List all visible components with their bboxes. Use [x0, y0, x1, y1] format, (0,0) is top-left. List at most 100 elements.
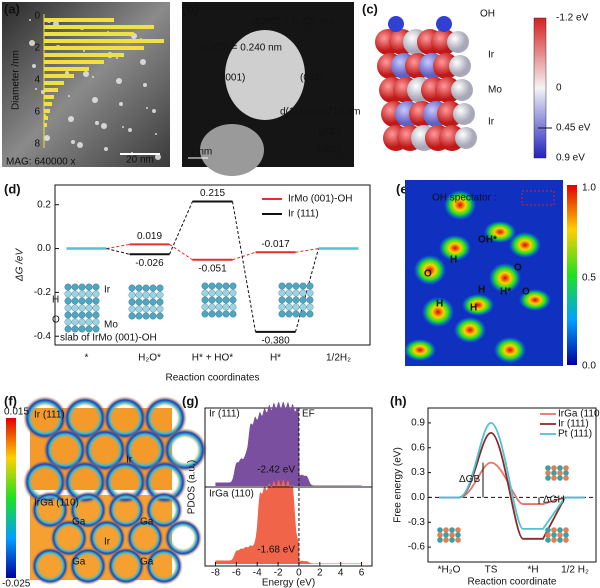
slab-atom [563, 465, 569, 471]
y-title: Free energy (eV) [393, 447, 404, 523]
slab-atom [449, 527, 455, 533]
particle [155, 154, 161, 160]
particle [104, 147, 108, 151]
density-blob [484, 221, 516, 243]
inset-label: H [52, 295, 59, 306]
colorbar-label: 0.015 [4, 407, 29, 418]
density-blob [494, 337, 526, 363]
map-title: IrGa (110) [34, 498, 79, 509]
axis-tick: 0 [34, 11, 40, 22]
legend-label: Ir (111) [288, 209, 319, 220]
slab-atom [278, 296, 286, 304]
slab-atom [557, 532, 563, 538]
connector [106, 248, 130, 255]
colorbar-label: 0 [556, 83, 562, 94]
slab-atom [299, 289, 307, 297]
slab-atom [229, 303, 237, 311]
particle [200, 124, 264, 176]
slab-atom [222, 303, 230, 311]
slab-atom [229, 296, 237, 304]
particle [143, 83, 147, 87]
y-tick-label: 0.2 [37, 199, 51, 210]
slab-atom [208, 289, 216, 297]
slab-atom [64, 290, 72, 298]
colorbar-label: 0.9 eV [556, 153, 585, 164]
legend-label: Ir (111) [558, 419, 589, 430]
y-tick-label: -0.3 [408, 517, 426, 528]
slab-atom [149, 298, 157, 306]
slab-atom [142, 291, 150, 299]
x-title: Reaction coordinate [468, 577, 557, 588]
colorbar [533, 17, 547, 159]
slab-atom [78, 318, 86, 326]
particle [44, 135, 50, 141]
atom-label: Ga [72, 557, 86, 568]
particle [128, 128, 132, 132]
slab-atom [208, 310, 216, 318]
plot-frame [427, 407, 597, 563]
particle [83, 50, 85, 52]
map-title: OH spectator : [432, 193, 496, 204]
axis-tick: 6 [34, 107, 40, 118]
legend-label: Pt (111) [558, 429, 592, 440]
slab-atom [71, 311, 79, 319]
y-tick-label: 0.0 [411, 492, 425, 503]
slab-atom [142, 298, 150, 306]
slab-atom [278, 289, 286, 297]
slab-atom [64, 304, 72, 312]
slab-atom [563, 475, 569, 481]
data-label: -0.051 [198, 263, 227, 274]
slab-atom [128, 305, 136, 313]
slab-atom [545, 527, 551, 533]
atom-label: OH [480, 9, 495, 20]
y-tick-label: -0.4 [34, 331, 52, 342]
atom-label: Ir [488, 117, 495, 128]
slab-atom [563, 532, 569, 538]
slab-atom [64, 311, 72, 319]
center-label: -1.68 eV [257, 545, 295, 556]
x-tick-label: -8 [211, 568, 220, 579]
slab-atom [285, 296, 293, 304]
slab-atom [215, 303, 223, 311]
x-tick-label: -2 [274, 568, 283, 579]
hist-bar [44, 32, 134, 36]
panel-label: (b) [182, 1, 199, 16]
hist-bar [44, 53, 124, 57]
slab-atom [557, 465, 563, 471]
particle [140, 59, 146, 65]
particle [92, 97, 98, 103]
slab-atom [85, 297, 93, 305]
x-tick-label: 6 [359, 568, 365, 579]
ring [107, 491, 145, 529]
slab-atom [92, 311, 100, 319]
colorbar-label: 0.45 eV [556, 123, 591, 134]
density-blob [454, 317, 486, 343]
tem-image [2, 2, 170, 167]
slab-atom [135, 312, 143, 320]
connector [169, 243, 193, 261]
energy-line [439, 461, 585, 505]
slab-atom [71, 304, 79, 312]
atom-label: H [450, 255, 457, 266]
slab-atom [215, 296, 223, 304]
y-tick-label: 0.0 [37, 243, 51, 254]
slab-atom [149, 312, 157, 320]
slab-atom [292, 303, 300, 311]
slab-atom [443, 537, 449, 543]
series-label: IrGa (110) [209, 489, 254, 500]
slab-atom [128, 312, 136, 320]
panel-label: (g) [182, 393, 199, 408]
atom-label: Ga [140, 517, 154, 528]
inset-label: O [52, 315, 60, 326]
data-label: -0.380 [261, 335, 290, 346]
slab-atom [208, 296, 216, 304]
slab-atom [551, 470, 557, 476]
slab-atom [222, 296, 230, 304]
slab-atom [292, 310, 300, 318]
hist-bar [44, 67, 89, 71]
slab-atom [215, 282, 223, 290]
annotation: (200) [318, 127, 341, 138]
ring [63, 396, 107, 440]
legend-label: IrMo (001)-OH [288, 194, 352, 205]
slab-atom [208, 303, 216, 311]
